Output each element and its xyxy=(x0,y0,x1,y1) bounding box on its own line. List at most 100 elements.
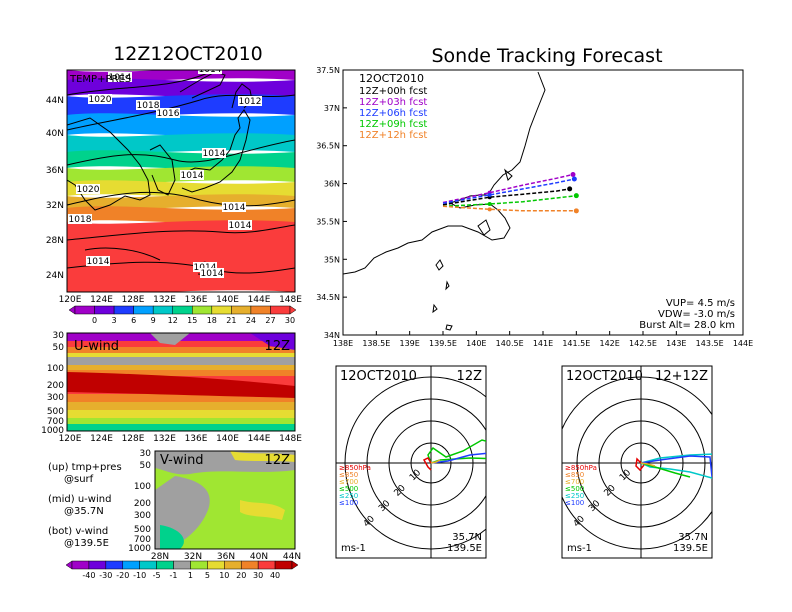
isobar-label: 1014 xyxy=(203,149,226,159)
isobar-label-bg xyxy=(76,184,100,194)
v-wind-y-tick-label: 30 xyxy=(140,449,152,459)
isobar-label: 1014 xyxy=(199,65,222,75)
track-burst-point xyxy=(487,202,492,207)
hodograph-trace-blue xyxy=(430,452,486,464)
track-y-tick-label: 35.5N xyxy=(316,217,340,226)
track-x-tick-label: 138.5E xyxy=(362,339,390,348)
u-wind-field xyxy=(67,333,295,431)
u-wind-band xyxy=(67,365,295,370)
track-burst-point xyxy=(487,207,492,212)
u-wind-band xyxy=(67,353,295,357)
isobar-label-bg xyxy=(202,148,226,158)
hodograph-legend-entry: ≤700 xyxy=(565,478,584,486)
u-wind-x-tick-label: 132E xyxy=(153,434,176,444)
hodograph-time: 12Z xyxy=(457,369,483,384)
isobar-label-bg xyxy=(228,220,252,230)
track-info-vup: VUP= 4.5 m/s xyxy=(666,298,735,309)
colorbar-tick-label: 40 xyxy=(270,571,280,580)
note-bot-line1: (bot) v-wind xyxy=(48,526,108,537)
hodograph-lon: 139.5E xyxy=(673,543,708,554)
panel-notes: (up) tmp+pres @surf (mid) u-wind @35.7N … xyxy=(48,462,122,549)
hodograph-trace-yellow xyxy=(430,459,441,464)
track-info-vdw: VDW= -3.0 m/s xyxy=(658,309,735,320)
track-x-tick-label: 144E xyxy=(733,339,753,348)
colorbar-swatch xyxy=(122,560,140,570)
hodograph-legend: ≥850hPa≤850≤700≤500≤250≤100 xyxy=(565,464,597,507)
hodograph-legend-entry: ≤700 xyxy=(339,478,358,486)
colorbar-swatch xyxy=(274,560,293,570)
colorbar-tick-label: -20 xyxy=(116,571,129,580)
colorbar-tick-label: 3 xyxy=(112,316,117,325)
isobar-label-bg xyxy=(156,108,180,118)
map-y-tick-label: 24N xyxy=(46,271,64,281)
hodograph-legend-entry: ≥850hPa xyxy=(339,464,371,472)
colorbar-swatch xyxy=(88,560,107,570)
u-wind-band xyxy=(67,357,295,365)
u-wind-y-tick-label: 700 xyxy=(47,417,64,427)
u-wind-patch xyxy=(250,333,295,350)
track-frame xyxy=(342,69,744,336)
colorbar-tick-label: -5 xyxy=(153,571,161,580)
hodograph-lat: 35.7N xyxy=(452,532,482,543)
hodograph-rings xyxy=(336,366,486,558)
track-x-tick-label: 140E xyxy=(466,339,486,348)
u-wind-y-tick-label: 300 xyxy=(47,393,64,403)
hodograph-lat: 35.7N xyxy=(678,532,708,543)
isobar-label-bg xyxy=(86,256,110,266)
map-x-tick-label: 120E xyxy=(59,295,82,305)
hodograph-trace-red xyxy=(422,457,432,471)
track-x-tick-label: 138E xyxy=(333,339,353,348)
u-wind-weak-patch xyxy=(150,333,190,345)
colorbar-tick-label: 15 xyxy=(187,316,197,325)
u-wind-y-tick-label: 100 xyxy=(47,364,64,374)
hodograph-legend-entry: ≤250 xyxy=(565,492,584,500)
v-wind-y-tick-label: 300 xyxy=(134,511,151,521)
colorbar-swatch xyxy=(231,305,252,315)
track-date-label: 12OCT2010 xyxy=(359,72,424,85)
isobar-label-bg xyxy=(200,268,224,278)
colorbar-swatch xyxy=(94,305,115,315)
colorbar-swatch xyxy=(105,560,124,570)
colorbar-swatch xyxy=(240,560,259,570)
v-wind-x-tick-label: 32N xyxy=(184,552,202,562)
v-wind-x-axis: 28N 32N 36N 40N 44N xyxy=(151,552,301,562)
colorbar-tick-label: 21 xyxy=(226,316,236,325)
temperature-band xyxy=(67,220,295,292)
u-wind-x-tick-label: 120E xyxy=(59,434,82,444)
u-wind-band xyxy=(67,418,295,424)
v-wind-y-tick-label: 700 xyxy=(134,535,151,545)
map-frame xyxy=(66,69,296,293)
track-x-tick-label: 139E xyxy=(400,339,420,348)
map-y-tick-label: 40N xyxy=(46,129,64,139)
colorbar-tick-label: -30 xyxy=(99,571,112,580)
colorbar-tick-label: -40 xyxy=(82,571,95,580)
map-y-tick-label: 36N xyxy=(46,166,64,176)
isobar-label: 1014 xyxy=(181,171,204,181)
track-x-axis: 138E 138.5E 139E 139.5E 140E 140.5E 141E 141.5E… xyxy=(333,331,753,348)
colorbar-arrow xyxy=(65,560,73,570)
u-wind-band xyxy=(67,394,295,402)
u-wind-x-axis: 120E 124E 128E 132E 136E 140E 144E 148E xyxy=(59,434,303,444)
colorbar-swatch xyxy=(250,305,271,315)
isobar-label: 1014 xyxy=(109,73,132,83)
v-wind-band xyxy=(160,525,184,549)
hodograph-legend-entry: ≤500 xyxy=(339,485,358,493)
hodograph-unit: ms-1 xyxy=(567,543,592,554)
v-wind-y-tick-label: 500 xyxy=(134,525,151,535)
isobar-label-bg xyxy=(180,170,204,180)
track-end-point xyxy=(567,186,573,192)
track-y-tick-label: 34N xyxy=(324,331,340,340)
colorbar-tick-label: 20 xyxy=(236,571,246,580)
map-y-axis: 24N 28N 32N 36N 40N 44N xyxy=(46,96,64,281)
hodograph-legend-entry: ≤500 xyxy=(565,485,584,493)
isobar-label: 1018 xyxy=(137,101,160,111)
isobar-label: 1012 xyxy=(239,97,262,107)
v-wind-band xyxy=(240,500,285,520)
track-x-tick-label: 142E xyxy=(600,339,620,348)
track-x-tick-label: 143.5E xyxy=(696,339,724,348)
isobar-label: 1016 xyxy=(157,109,180,119)
track-series-line xyxy=(442,178,575,205)
